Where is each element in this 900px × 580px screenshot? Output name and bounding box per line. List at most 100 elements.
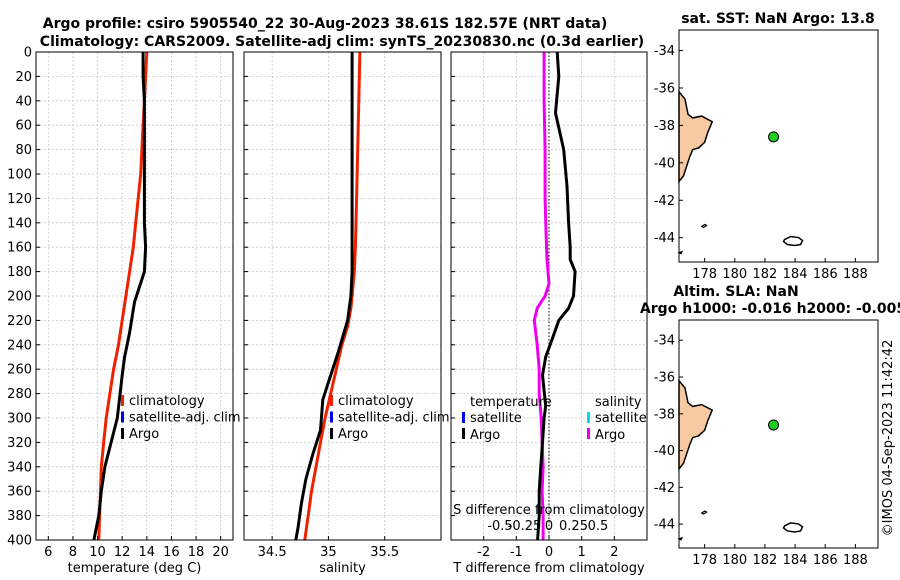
x-tick-label: 20 (212, 545, 229, 560)
legend-swatch (121, 395, 124, 406)
legend-label: Argo (338, 427, 368, 442)
argo-float-marker (768, 131, 780, 143)
x-tick-label: 8 (69, 545, 77, 560)
y-tick-label: 20 (15, 70, 32, 85)
x-tick-label: 0 (545, 545, 553, 560)
legend-temperature-title: temperature (470, 395, 552, 410)
y-tick-label: 200 (7, 290, 32, 305)
small-island (677, 250, 684, 255)
land-north-island (678, 89, 714, 184)
sst-title: sat. SST: NaN Argo: 13.8 (681, 11, 875, 27)
argo-temperature-line (92, 52, 148, 541)
map-x-tick-label: 180 (722, 553, 747, 568)
x-axis-label: T difference from climatology (452, 561, 645, 576)
map-frame (678, 319, 879, 549)
y-tick-label: 80 (15, 143, 32, 158)
legend-label: climatology (338, 394, 414, 409)
map-y-tick-label: -42 (654, 481, 675, 496)
sst-map: 178 180 182 184 186 188 -34 -36 -38 -40 -42 -44 (654, 29, 879, 282)
temperature-panel: 0 20 40 60 80 100 120 140 160 180 200 220 240 260 280 3… (7, 46, 240, 577)
argo-temperature-difference-line (536, 51, 577, 541)
x-tick-label: 34.5 (258, 545, 287, 560)
s-diff-tick-label: 0 (545, 519, 553, 534)
y-tick-label: 380 (7, 509, 32, 524)
argo-salinity-difference-line (532, 52, 551, 540)
y-tick-label: 160 (7, 241, 32, 256)
map-y-tick-label: -44 (654, 518, 675, 533)
x-tick-label: 12 (114, 545, 131, 560)
x-tick-label: 18 (188, 545, 205, 560)
credit-text: ©IMOS 04-Sep-2023 11:42:42 (881, 340, 896, 537)
map-y-tick-label: -40 (654, 444, 675, 459)
map-x-tick-label: 184 (783, 267, 808, 282)
map-y-tick-label: -38 (654, 407, 675, 422)
small-island (700, 223, 708, 229)
figure-title-line-2: Climatology: CARS2009. Satellite-adj cli… (40, 34, 644, 50)
legend-label: Argo (470, 428, 500, 443)
y-tick-label: 0 (24, 46, 32, 61)
legend-swatch (587, 412, 590, 423)
y-tick-label: 400 (7, 534, 32, 549)
x-tick-label: 10 (89, 545, 106, 560)
legend-label: satellite (470, 411, 522, 426)
x-tick-label: 2 (610, 545, 618, 560)
map-x-tick-label: 180 (722, 267, 747, 282)
s-diff-tick-label: -0.25 (508, 519, 542, 534)
legend-swatch (330, 428, 333, 439)
s-diff-axis-label: S difference from climatology (453, 503, 645, 518)
x-tick-label: -1 (510, 545, 523, 560)
x-tick-label: 35 (320, 545, 337, 560)
map-x-tick-label: 178 (692, 553, 717, 568)
s-diff-tick-label: 0.25 (559, 519, 588, 534)
x-axis-label: temperature (deg C) (68, 561, 202, 576)
legend-swatch (121, 411, 124, 423)
legend-label: climatology (129, 394, 205, 409)
map-frame (678, 29, 879, 263)
y-tick-label: 240 (7, 338, 32, 353)
y-tick-label: 320 (7, 436, 32, 451)
salinity-panel: 34.5 35 35.5 salinity climatology satellite-a… (243, 51, 450, 576)
legend-label: satellite-adj. clim (338, 411, 450, 426)
y-tick-label: 100 (7, 168, 32, 183)
map-y-tick-label: -42 (654, 194, 675, 209)
small-island (700, 510, 708, 515)
x-tick-label: -2 (477, 545, 490, 560)
map-y-tick-label: -34 (654, 44, 675, 59)
argo-salinity-line (294, 52, 354, 541)
legend-swatch (330, 395, 333, 406)
chatham-islands (782, 235, 804, 247)
map-y-tick-label: -40 (654, 156, 675, 171)
altim-title-line-2: Argo h1000: -0.016 h2000: -0.005 (640, 301, 900, 317)
chatham-islands (782, 522, 804, 533)
legend-swatch (462, 428, 465, 439)
map-y-tick-label: -36 (654, 371, 675, 386)
map-y-tick-label: -44 (654, 231, 675, 246)
y-tick-label: 180 (7, 265, 32, 280)
salinity-climatology-line (303, 51, 362, 541)
difference-panel: -2 -1 0 1 2 -0.5-0.25 0 0.25 0.5S difference fro… (450, 51, 648, 576)
legend-swatch (462, 412, 465, 423)
y-tick-label: 360 (7, 485, 32, 500)
legend-label: Argo (129, 427, 159, 442)
figure-title-line-1: Argo profile: csiro 5905540_22 30-Aug-20… (43, 16, 607, 32)
map-x-tick-label: 186 (813, 553, 838, 568)
altimetry-map: 178 180 182 184 186 188 -34 -36 -38 -40 -42 -44 (654, 319, 879, 568)
s-diff-tick-label: -0.5 (487, 519, 512, 534)
legend-label: satellite-adj. clim (129, 411, 241, 426)
legend-salinity-title: salinity (595, 395, 642, 410)
map-y-tick-label: -38 (654, 119, 675, 134)
altim-title-line-1: Altim. SLA: NaN (673, 284, 798, 300)
legend-swatch (121, 428, 124, 439)
x-tick-label: 16 (163, 545, 180, 560)
x-tick-label: 35.5 (370, 545, 399, 560)
map-x-tick-label: 186 (813, 267, 838, 282)
x-tick-label: 6 (44, 545, 52, 560)
land-north-island (678, 378, 714, 472)
legend-label: satellite (595, 411, 647, 426)
x-tick-label: 14 (139, 545, 156, 560)
y-tick-label: 220 (7, 314, 32, 329)
y-tick-label: 340 (7, 460, 32, 475)
map-x-tick-label: 182 (753, 267, 778, 282)
y-tick-label: 140 (7, 216, 32, 231)
map-y-tick-label: -36 (654, 82, 675, 97)
